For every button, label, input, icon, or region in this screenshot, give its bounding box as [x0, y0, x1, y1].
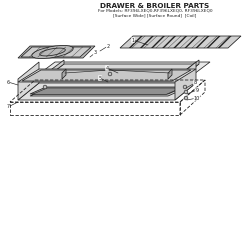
- Text: 5: 5: [98, 76, 108, 82]
- Text: 6: 6: [6, 80, 18, 85]
- Text: 9: 9: [187, 88, 198, 94]
- Polygon shape: [120, 36, 241, 48]
- Circle shape: [43, 85, 47, 89]
- Ellipse shape: [32, 46, 73, 59]
- Polygon shape: [30, 89, 184, 96]
- Polygon shape: [62, 69, 66, 79]
- Text: DRAWER & BROILER PARTS: DRAWER & BROILER PARTS: [100, 3, 210, 9]
- Circle shape: [183, 85, 187, 89]
- Polygon shape: [22, 70, 191, 81]
- Polygon shape: [30, 87, 184, 94]
- Text: 10: 10: [187, 96, 200, 100]
- Circle shape: [184, 96, 188, 100]
- Polygon shape: [18, 83, 196, 100]
- Polygon shape: [175, 62, 196, 100]
- Polygon shape: [48, 64, 199, 76]
- Polygon shape: [18, 62, 39, 100]
- Polygon shape: [35, 62, 210, 77]
- Text: 8: 8: [186, 80, 196, 88]
- Polygon shape: [18, 46, 95, 58]
- Text: 4: 4: [106, 66, 118, 73]
- Polygon shape: [32, 88, 181, 94]
- Text: 7: 7: [6, 102, 18, 110]
- Text: For Models: RF396LXEQ0,RF396LXEQ0, RF396LXEQ0: For Models: RF396LXEQ0,RF396LXEQ0, RF396…: [98, 9, 212, 13]
- Polygon shape: [168, 69, 172, 79]
- Text: 1: 1: [132, 38, 148, 45]
- Circle shape: [184, 90, 188, 94]
- Polygon shape: [48, 60, 64, 76]
- Polygon shape: [183, 60, 199, 76]
- Text: 3: 3: [90, 50, 96, 57]
- Text: [Surface Wide] [Surface Round]  [Coil]: [Surface Wide] [Surface Round] [Coil]: [114, 13, 196, 17]
- Polygon shape: [18, 69, 196, 82]
- Circle shape: [184, 86, 186, 88]
- Polygon shape: [21, 47, 91, 57]
- Circle shape: [108, 72, 112, 76]
- Text: 2: 2: [100, 44, 110, 51]
- Circle shape: [44, 86, 46, 88]
